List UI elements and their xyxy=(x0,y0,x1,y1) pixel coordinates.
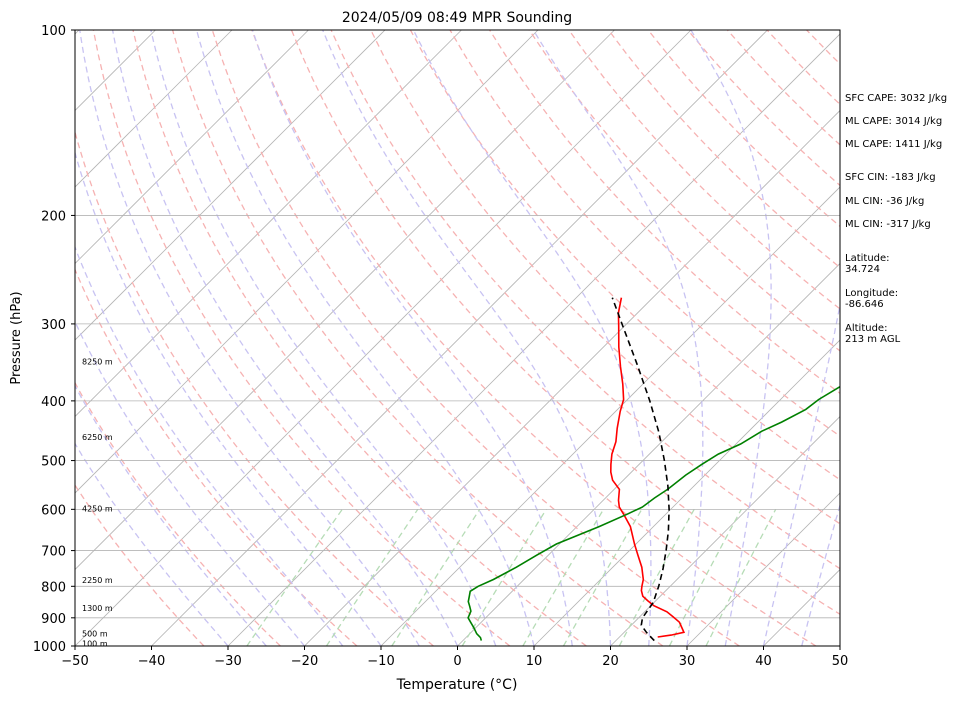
y-axis-ticks: 100 200 300 400 500 600 700 800 900 1000 xyxy=(33,24,75,655)
chart-title: 2024/05/09 08:49 MPR Sounding xyxy=(342,10,572,26)
dry-adiabat-line xyxy=(93,30,510,646)
mixing-ratio-line xyxy=(462,509,546,646)
height-label: 2250 m xyxy=(82,576,113,585)
y-tick-label: 1000 xyxy=(33,640,66,655)
height-label: 100 m xyxy=(82,640,108,649)
isotherm-line xyxy=(0,30,3,646)
dry-adiabat-line xyxy=(0,30,204,646)
y-tick-label: 100 xyxy=(41,24,66,39)
dry-adiabat-line xyxy=(133,30,586,646)
isotherm-line xyxy=(152,30,768,646)
moist-adiabat-line xyxy=(113,30,458,646)
dewpoint-line xyxy=(468,298,962,641)
moist-adiabat-line xyxy=(413,30,651,646)
y-tick-label: 800 xyxy=(41,580,66,595)
height-label: 4250 m xyxy=(82,504,113,513)
y-tick-label: 300 xyxy=(41,318,66,333)
y-tick-label: 400 xyxy=(41,395,66,410)
ml-cin-text-2: ML CIN: -317 J/kg xyxy=(845,219,931,230)
x-tick-label: −10 xyxy=(367,654,394,669)
x-tick-label: −40 xyxy=(138,654,165,669)
x-tick-label: 30 xyxy=(679,654,696,669)
x-tick-label: 20 xyxy=(602,654,619,669)
dry-adiabat-line xyxy=(252,30,816,646)
x-tick-label: 10 xyxy=(526,654,543,669)
height-label: 1300 m xyxy=(82,604,113,613)
dry-adiabat-line xyxy=(292,30,893,646)
sounding-profiles xyxy=(468,298,962,641)
isotherm-line xyxy=(0,30,462,646)
background-reference-lines xyxy=(0,30,968,646)
x-tick-label: −20 xyxy=(291,654,318,669)
isotherm-line xyxy=(0,30,615,646)
ml-cape-text-2: ML CAPE: 1411 J/kg xyxy=(845,139,942,150)
latitude-text: Latitude: 34.724 xyxy=(845,253,890,275)
plot-frame xyxy=(75,30,840,646)
isotherm-line xyxy=(305,30,921,646)
moist-adiabat-line xyxy=(151,30,496,646)
y-tick-label: 600 xyxy=(41,503,66,518)
x-axis-ticks: −50 −40 −30 −20 −10 0 10 20 30 40 50 xyxy=(61,646,848,669)
y-tick-label: 200 xyxy=(41,209,66,224)
moist-adiabat-line xyxy=(0,30,228,646)
x-tick-label: −50 xyxy=(61,654,88,669)
parcel-path-line xyxy=(612,298,669,641)
x-axis-label: Temperature (°C) xyxy=(396,677,518,693)
x-tick-label: 50 xyxy=(832,654,849,669)
moist-adiabat-line xyxy=(197,30,534,646)
mixing-ratio-line xyxy=(247,509,342,646)
sfc-cape-text: SFC CAPE: 3032 J/kg xyxy=(845,93,947,104)
y-tick-label: 700 xyxy=(41,545,66,560)
moist-adiabat-line xyxy=(25,30,343,646)
mixing-ratio-line xyxy=(706,509,776,646)
isotherm-line xyxy=(228,30,844,646)
pressure-grid xyxy=(75,30,840,646)
ml-cape-text: ML CAPE: 3014 J/kg xyxy=(845,116,942,127)
x-tick-label: 0 xyxy=(453,654,461,669)
height-label: 500 m xyxy=(82,629,108,638)
height-label: 6250 m xyxy=(82,433,113,442)
y-axis-label: Pressure (hPa) xyxy=(9,291,24,384)
y-tick-label: 900 xyxy=(41,612,66,627)
moist-adiabat-line xyxy=(253,30,573,646)
sfc-cin-text: SFC CIN: -183 J/kg xyxy=(845,172,936,183)
ml-cin-text: ML CIN: -36 J/kg xyxy=(845,196,924,207)
isotherm-line xyxy=(0,30,538,646)
x-tick-label: 40 xyxy=(755,654,772,669)
altitude-text: Altitude: 213 m AGL xyxy=(845,323,900,345)
longitude-text: Longitude: -86.646 xyxy=(845,288,898,310)
x-tick-label: −30 xyxy=(214,654,241,669)
y-tick-label: 500 xyxy=(41,455,66,470)
dry-adiabat-line xyxy=(173,30,663,646)
moist-adiabat-line xyxy=(80,30,420,646)
height-label: 8250 m xyxy=(82,357,113,366)
